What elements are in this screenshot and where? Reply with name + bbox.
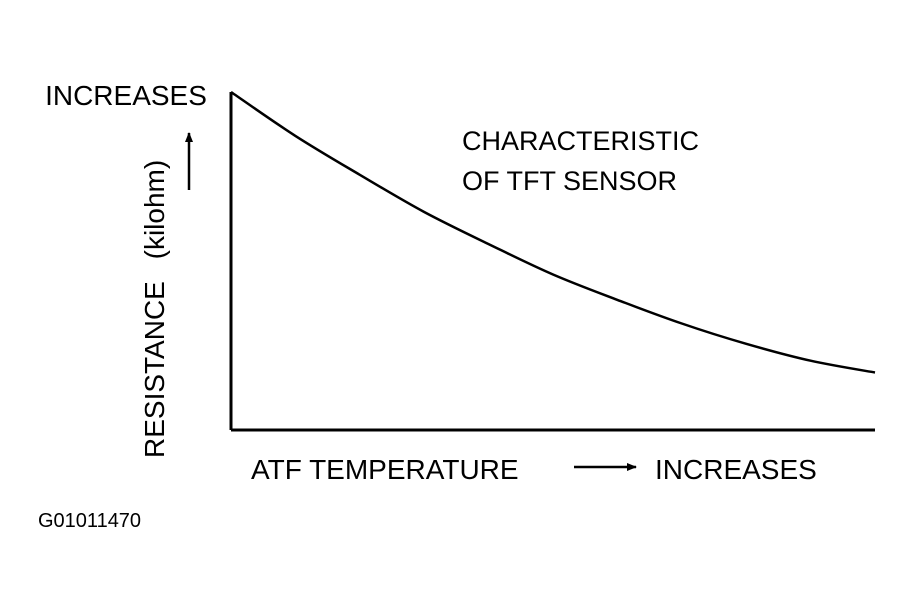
resistance-curve xyxy=(230,90,876,374)
annotation-line-1: CHARACTERISTIC xyxy=(462,126,699,156)
annotation-line-2: OF TFT SENSOR xyxy=(462,166,677,196)
y-axis-top-label: INCREASES xyxy=(45,80,207,111)
y-axis-unit: (kilohm) xyxy=(139,160,170,260)
x-axis-label: ATF TEMPERATURE xyxy=(251,454,519,485)
y-axis-label: RESISTANCE (kilohm) xyxy=(139,160,170,458)
figure-id: G01011470 xyxy=(38,510,141,532)
y-axis-label-text: RESISTANCE xyxy=(139,281,170,458)
x-axis-direction-label: INCREASES xyxy=(655,454,817,485)
